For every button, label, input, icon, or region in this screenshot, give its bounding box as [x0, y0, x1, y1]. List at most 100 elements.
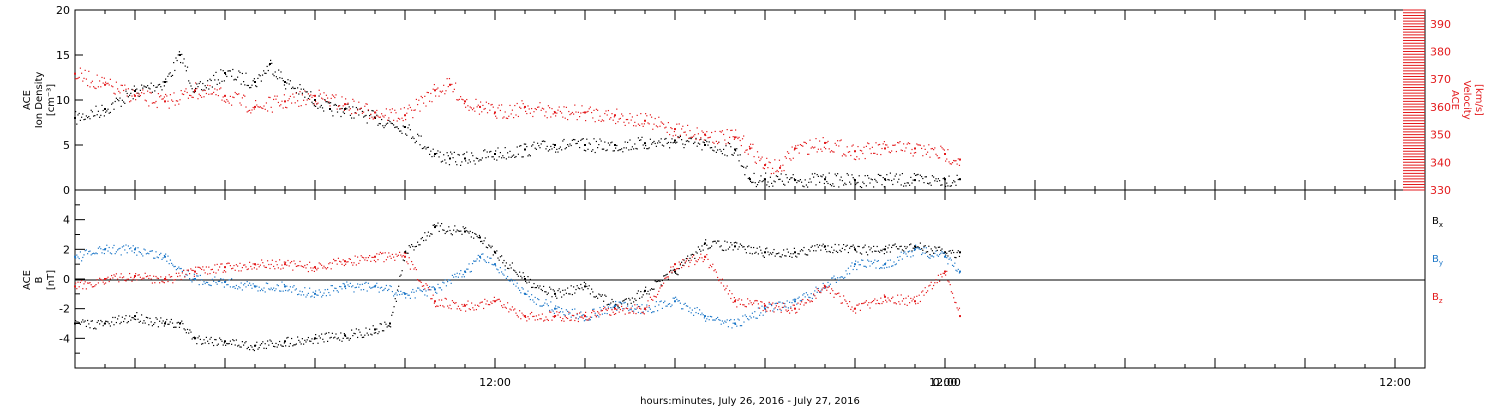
by-sample — [761, 305, 763, 307]
by-sample — [321, 296, 323, 298]
by-sample — [388, 288, 390, 291]
bx-sample — [714, 240, 716, 242]
by-sample — [499, 267, 501, 269]
density-sample — [315, 105, 317, 107]
density-sample — [137, 92, 139, 94]
density-sample — [906, 182, 908, 184]
bx-sample — [277, 344, 279, 346]
velocity-sample — [717, 142, 719, 145]
bx-sample — [931, 250, 933, 252]
by-sample — [894, 264, 896, 266]
bx-sample — [177, 321, 179, 323]
velocity-sample — [100, 86, 102, 88]
bz-sample — [785, 309, 787, 311]
bz-sample — [658, 290, 660, 292]
bx-sample — [386, 326, 388, 328]
bz-point — [944, 270, 946, 273]
bz-sample — [126, 278, 128, 280]
by-sample — [99, 246, 101, 248]
density-sample — [545, 148, 547, 150]
density-sample — [151, 91, 153, 93]
velocity-sample — [340, 108, 342, 110]
velocity-sample — [828, 148, 830, 150]
velocity-sample — [832, 151, 834, 153]
bz-sample — [811, 300, 813, 303]
density-sample — [937, 178, 939, 180]
bz-sample — [234, 269, 236, 271]
bx-sample — [659, 280, 661, 282]
bz-sample — [738, 298, 740, 300]
bz-sample — [893, 302, 895, 304]
by-sample — [411, 291, 413, 293]
by-sample — [400, 290, 402, 292]
by-sample — [153, 257, 155, 259]
velocity-sample — [679, 134, 681, 136]
by-sample — [348, 285, 350, 288]
by-sample — [444, 279, 446, 281]
density-sample — [280, 71, 282, 73]
bz-sample — [87, 282, 89, 284]
bz-sample — [291, 260, 293, 263]
by-sample — [239, 287, 241, 289]
bx-sample — [442, 229, 444, 231]
velocity-sample — [447, 85, 449, 88]
velocity-sample — [144, 99, 146, 101]
bx-sample — [395, 300, 397, 302]
density-sample — [309, 95, 311, 97]
bz-sample — [707, 258, 709, 261]
velocity-sample — [782, 164, 784, 166]
by-sample — [423, 288, 425, 291]
density-sample — [711, 146, 713, 149]
by-sample — [402, 292, 404, 294]
velocity-sample — [882, 143, 884, 145]
bz-sample — [489, 304, 491, 306]
density-sample — [822, 174, 824, 176]
bz-sample — [201, 268, 203, 271]
by-sample — [834, 278, 836, 280]
velocity-sample — [419, 110, 421, 112]
bx-sample — [817, 246, 819, 248]
velocity-sample — [753, 156, 755, 158]
by-sample — [349, 282, 351, 284]
density-sample — [817, 175, 819, 177]
velocity-sample — [82, 80, 84, 82]
bz-sample — [381, 253, 383, 255]
velocity-sample — [862, 152, 864, 155]
bz-sample — [933, 284, 935, 287]
bx-sample — [203, 339, 205, 341]
density-sample — [826, 180, 828, 183]
by-sample — [453, 276, 455, 278]
velocity-sample — [103, 77, 105, 79]
by-sample — [498, 272, 500, 274]
velocity-sample — [183, 93, 185, 96]
bx-sample — [433, 224, 435, 226]
bx-sample — [343, 333, 345, 335]
by-sample — [415, 290, 417, 292]
by-sample — [288, 289, 290, 291]
bz-sample — [838, 292, 840, 294]
bz-sample — [702, 260, 704, 263]
density-sample — [604, 141, 606, 143]
bz-sample — [897, 294, 899, 296]
bx-sample — [175, 326, 177, 328]
bx-sample — [125, 315, 127, 317]
bz-sample — [840, 302, 842, 304]
bz-sample — [358, 262, 360, 264]
density-sample — [823, 182, 825, 185]
bx-sample — [286, 337, 288, 339]
density-sample — [108, 112, 110, 114]
bx-sample — [599, 294, 601, 296]
bx-sample — [537, 285, 539, 287]
bx-sample — [956, 251, 958, 254]
bx-sample — [454, 225, 456, 227]
bz-sample — [648, 305, 650, 307]
velocity-sample — [573, 113, 575, 115]
by-sample — [555, 305, 557, 307]
bx-sample — [339, 339, 341, 341]
density-sample — [147, 85, 149, 87]
by-sample — [399, 293, 401, 296]
bx-point — [494, 251, 496, 254]
bz-point — [824, 285, 826, 288]
bz-sample — [900, 294, 902, 296]
bx-sample — [793, 247, 795, 249]
